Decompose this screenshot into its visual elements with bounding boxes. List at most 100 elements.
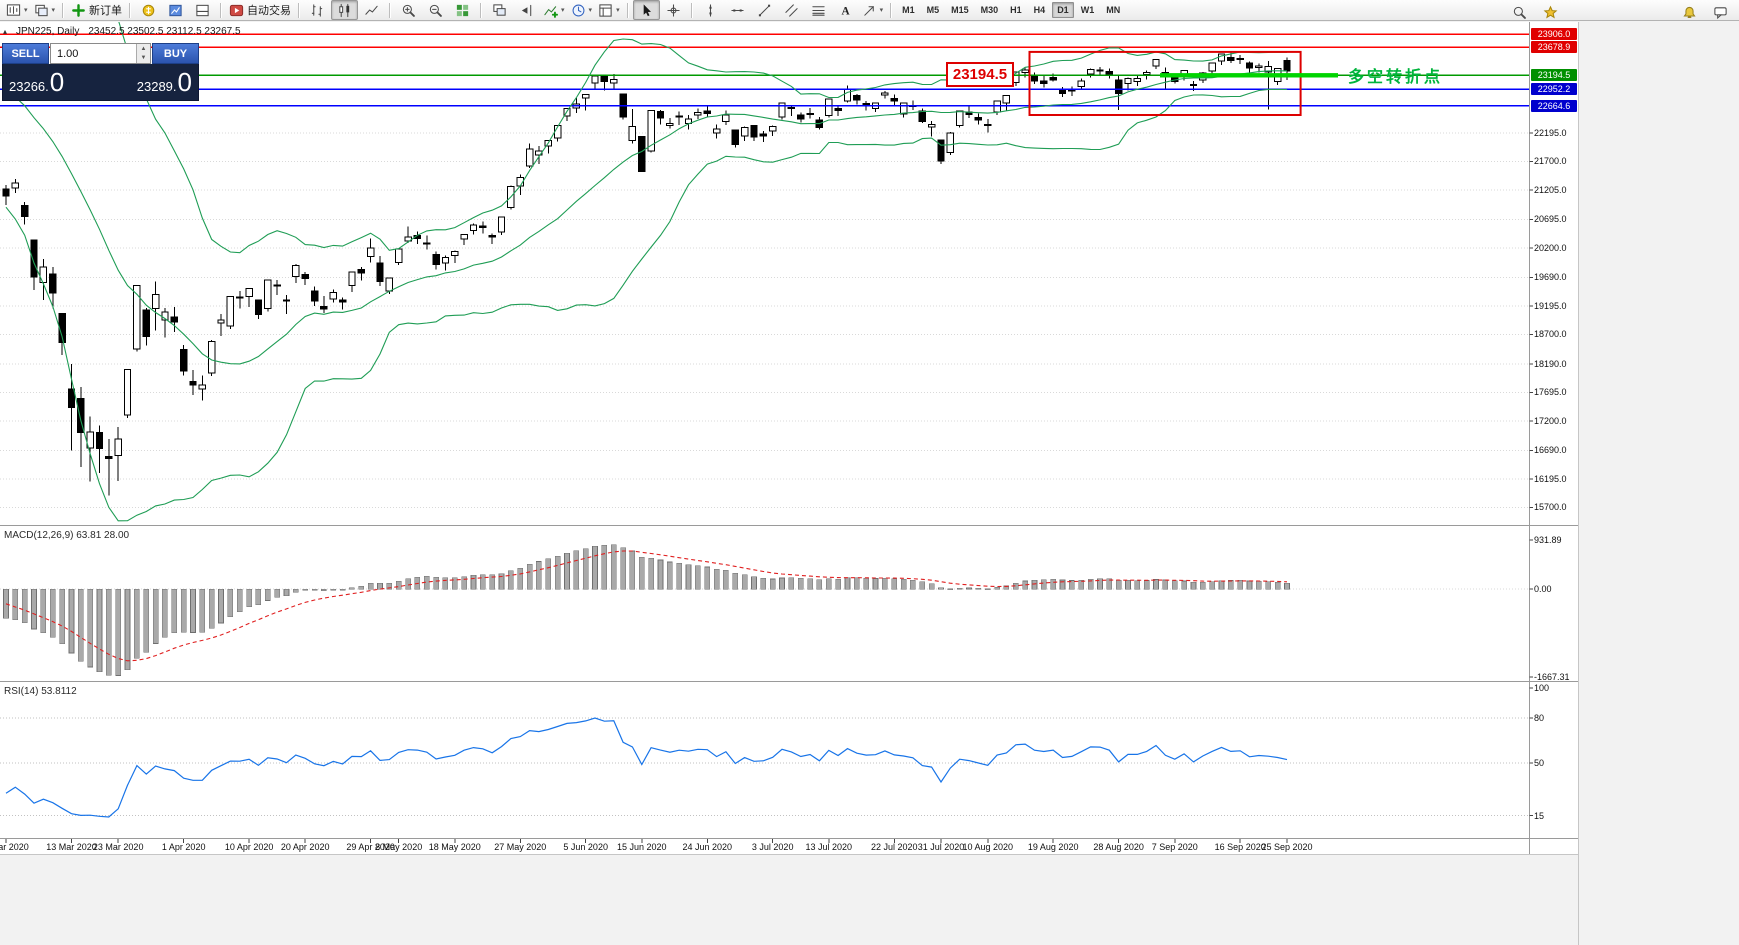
line-chart-mode-button[interactable] [358, 0, 385, 20]
zoom-in-button[interactable] [395, 0, 422, 20]
periods-button[interactable]: ▾ [568, 0, 596, 20]
candle [666, 123, 674, 126]
candle [694, 112, 702, 116]
date-label: 18 May 2020 [428, 842, 481, 852]
timeframe-M1[interactable]: M1 [902, 5, 915, 15]
terminal-panel-button[interactable] [189, 0, 216, 20]
pivot-level-line[interactable] [1160, 73, 1338, 78]
candle [58, 313, 66, 344]
alerts-button[interactable] [1676, 2, 1703, 22]
market-watch-button[interactable] [135, 0, 162, 20]
new-chart-button[interactable]: ▾ [3, 0, 31, 20]
cursor-button[interactable] [632, 0, 660, 20]
template-icon [598, 3, 613, 18]
horizontal-line-button[interactable] [724, 0, 751, 20]
timeframe-M5[interactable]: M5 [926, 5, 940, 15]
auto-scroll-button[interactable] [486, 0, 513, 20]
volume-field[interactable]: 1.00 ▲ ▼ [50, 43, 151, 64]
bar-chart-mode-button[interactable] [304, 0, 331, 20]
chevron-down-icon[interactable]: ▾ [51, 7, 56, 14]
buy-button[interactable]: BUY [152, 43, 199, 64]
equidistant-channel-button[interactable] [778, 0, 805, 20]
chat-icon [1713, 5, 1728, 20]
price-axis-label: 20695.0 [1534, 214, 1567, 224]
timeframe-H1[interactable]: H1 [1010, 5, 1022, 15]
stepper-up-icon[interactable]: ▲ [137, 44, 150, 54]
auto-trading-button[interactable]: 自动交易 [226, 0, 294, 20]
chart-shift-button[interactable] [513, 0, 540, 20]
crosshair-button[interactable] [660, 0, 687, 20]
search-icon [1512, 5, 1527, 20]
timeframe-W1[interactable]: W1 [1080, 5, 1095, 15]
toolbar: ▾ ▾ 新订单 自动交易 ▾ ▾ ▾ A ▾ M1 M5 M15 M30 H1 H4 D1 W1 MN [0, 0, 1739, 21]
stepper-down-icon[interactable]: ▼ [137, 53, 150, 63]
hline-icon [730, 3, 745, 18]
sell-button[interactable]: SELL [2, 43, 49, 64]
vline-icon [703, 3, 718, 18]
candle [423, 242, 431, 245]
one-click-collapse-arrow[interactable]: ▴ [3, 27, 8, 36]
timeframe-M30[interactable]: M30 [980, 5, 999, 15]
candle [1227, 57, 1235, 61]
candle [497, 216, 506, 233]
pivot-note-text[interactable]: 多空转折点 [1348, 69, 1444, 86]
candle [338, 299, 347, 303]
linechart-icon [364, 3, 379, 18]
chart-profiles-button[interactable]: ▾ [31, 0, 59, 20]
timeframe-H4[interactable]: H4 [1033, 5, 1046, 15]
timeframe-D1[interactable]: D1 [1052, 2, 1074, 18]
volume-value[interactable]: 1.00 [57, 47, 79, 60]
macd-histogram [3, 544, 1290, 676]
zoom-out-button[interactable] [422, 0, 449, 20]
toolbar-separator [129, 2, 132, 18]
volume-stepper[interactable]: ▲ ▼ [136, 44, 150, 63]
candle [123, 369, 132, 416]
candle [750, 124, 758, 138]
favorites-button[interactable] [1537, 2, 1564, 22]
price-callout-label[interactable]: 23194.5 [946, 62, 1014, 87]
candlestick-mode-button[interactable] [331, 0, 359, 20]
timeframe-M15[interactable]: M15 [951, 5, 969, 15]
community-chat-button[interactable] [1707, 2, 1734, 22]
fibonacci-retracement-button[interactable] [805, 0, 832, 20]
date-label: 3 Jul 2020 [751, 842, 794, 852]
candle [2, 188, 10, 197]
indicators-list-button[interactable]: ▾ [540, 0, 568, 20]
candle [451, 251, 459, 257]
arrows-tool-button[interactable]: ▾ [859, 0, 887, 20]
workspace-background [1578, 22, 1739, 945]
chevron-down-icon[interactable]: ▾ [616, 7, 620, 14]
chevron-down-icon[interactable]: ▾ [561, 7, 565, 14]
chevron-down-icon[interactable]: ▾ [588, 7, 593, 14]
candle [1133, 78, 1141, 82]
trendline-button[interactable] [751, 0, 778, 20]
search-button[interactable] [1506, 2, 1533, 22]
candle [937, 139, 945, 162]
toolbar-separator [62, 2, 65, 18]
toolbar-separator [389, 2, 392, 18]
candle [787, 106, 796, 110]
price-scale[interactable]: 22195.0 21700.0 21205.0 20695.0 20200.0 19690… [1530, 22, 1578, 854]
timeframe-MN[interactable]: MN [1106, 5, 1121, 15]
date-label: 31 Jul 2020 [917, 842, 965, 852]
data-window-button[interactable] [162, 0, 189, 20]
chevron-down-icon[interactable]: ▾ [879, 7, 884, 14]
date-label: 25 Sep 2020 [1261, 842, 1313, 852]
price-chip-22952.2: 22952.2 [1531, 83, 1577, 95]
candle [49, 273, 57, 294]
ask-price-big: 0 [177, 67, 192, 97]
new-order-button[interactable]: 新订单 [68, 0, 125, 20]
vertical-line-button[interactable] [697, 0, 724, 20]
tile-windows-button[interactable] [449, 0, 476, 20]
highlight-box[interactable] [1028, 50, 1302, 116]
cursor-icon [639, 3, 654, 18]
candle [133, 285, 141, 350]
chevron-down-icon[interactable]: ▾ [24, 7, 28, 14]
candle [180, 348, 188, 372]
templates-button[interactable]: ▾ [595, 0, 623, 20]
text-label-button[interactable]: A [832, 0, 859, 20]
chart-canvas[interactable] [0, 22, 1578, 854]
candle [226, 296, 235, 327]
arrows-icon [862, 3, 877, 18]
